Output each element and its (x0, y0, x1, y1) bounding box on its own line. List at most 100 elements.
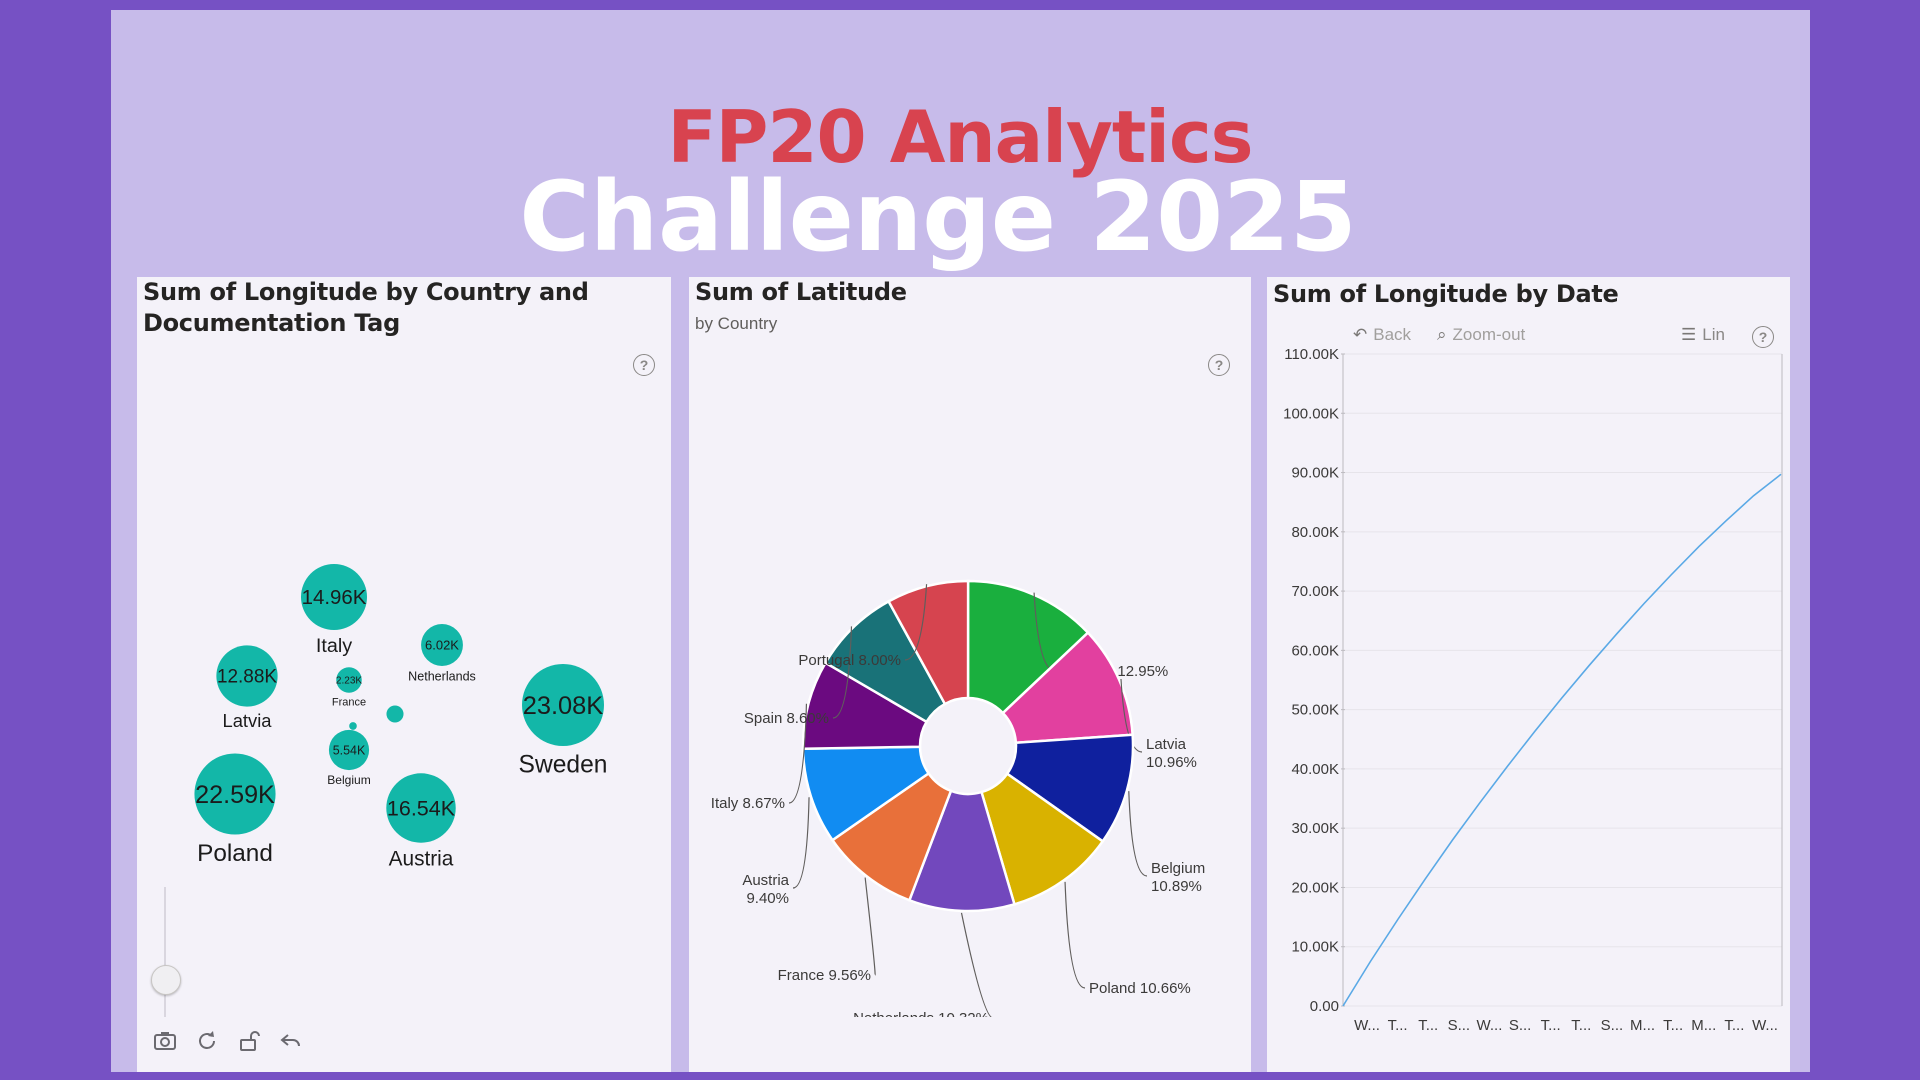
bubble-country-label: Belgium (327, 773, 371, 787)
bubble-country-label: Austria (389, 848, 454, 871)
dashboard-subtitle: Challenge 2025 (519, 161, 1357, 273)
undo-icon[interactable] (277, 1029, 305, 1057)
donut-chart-title: Sum of Latitude (695, 278, 907, 306)
bubble-value-label: 16.54K (387, 797, 456, 821)
y-tick-label: 80.00K (1291, 524, 1339, 541)
slice-percent: 10.96% (1146, 754, 1197, 771)
bubble-country-label: Netherlands (408, 670, 476, 684)
bubble[interactable] (328, 729, 370, 771)
x-tick-label: S... (1601, 1017, 1624, 1034)
x-tick-label: T... (1571, 1017, 1591, 1034)
slice-name: Austria (742, 872, 789, 889)
donut-chart: Sweden 12.95%Latvia10.96%Belgium10.89%Po… (711, 579, 1205, 1017)
donut-leader-line (960, 912, 993, 1017)
bubble[interactable] (194, 753, 276, 835)
y-tick-label: 90.00K (1291, 465, 1339, 482)
bubble-value-label: 14.96K (302, 586, 367, 609)
donut-slice-label: Portugal 8.00% (798, 652, 901, 669)
y-tick-label: 20.00K (1291, 879, 1339, 896)
x-tick-label: T... (1724, 1017, 1744, 1034)
help-circle-icon[interactable]: ? (633, 354, 655, 376)
x-tick-label: W... (1354, 1017, 1380, 1034)
donut-leader-line (864, 877, 876, 976)
camera-icon[interactable] (151, 1029, 179, 1057)
x-tick-label: T... (1388, 1017, 1408, 1034)
bubble-toolbar (151, 1029, 305, 1057)
refresh-icon[interactable] (193, 1029, 221, 1057)
bubble-value-label: 23.08K (523, 692, 604, 720)
unlock-icon[interactable] (235, 1029, 263, 1057)
donut-slice-label: Belgium 10.89% (1151, 860, 1205, 895)
line-chart-panel: Sum of Longitude by Date ↶ Back ⌕ Zoom-out… (1267, 277, 1790, 1072)
bubble[interactable] (522, 664, 604, 746)
bubble[interactable] (216, 645, 278, 707)
x-tick-label: T... (1541, 1017, 1561, 1034)
y-tick-label: 10.00K (1291, 939, 1339, 956)
back-label: Back (1373, 325, 1412, 344)
y-tick-label: 110.00K (1284, 346, 1339, 363)
help-circle-icon[interactable]: ? (1752, 326, 1774, 348)
list-icon: ☰ (1681, 325, 1697, 344)
bubble[interactable] (300, 563, 368, 631)
zoom-slider-handle[interactable] (151, 965, 181, 995)
donut-leader-line (788, 703, 808, 804)
donut-slice[interactable] (1005, 733, 1135, 844)
x-tick-label: W... (1752, 1017, 1778, 1034)
donut-chart-panel: Sum of Latitude by Country ? Sweden 12.9… (689, 277, 1251, 1072)
donut-slice-label: Latvia 10.96% (1146, 736, 1197, 771)
bubble[interactable] (336, 667, 362, 693)
donut-slice[interactable] (966, 579, 1090, 715)
y-tick-label: 0.00 (1310, 998, 1339, 1015)
donut-slice-label: Austria 9.40% (742, 872, 789, 907)
donut-slice[interactable] (886, 579, 970, 706)
bubble-value-label: 2.23K (336, 676, 362, 687)
y-tick-label: 30.00K (1291, 820, 1339, 837)
donut-leader-line (832, 626, 853, 719)
slice-percent: 10.89% (1151, 878, 1202, 895)
donut-leader-line (904, 584, 928, 661)
zoom-out-icon: ⌕ (1437, 325, 1447, 344)
back-button[interactable]: ↶ Back (1353, 325, 1411, 345)
bubble-country-label: Latvia (223, 710, 273, 731)
bubble[interactable] (421, 624, 463, 666)
donut-chart-subtitle: by Country (695, 314, 778, 333)
dashboard-title: FP20 Analytics (667, 95, 1253, 179)
x-tick-label: S... (1448, 1017, 1471, 1034)
line-chart: 0.00 10.00K 20.00K 30.00K 40.00K 50.00K 60.00K… (1283, 346, 1783, 1034)
bubble[interactable] (386, 705, 404, 723)
donut-slice[interactable] (830, 771, 953, 902)
bubble-chart-title: Sum of Longitude by Country and Document… (143, 278, 589, 337)
donut-leader-line (1128, 791, 1148, 877)
bubble-value-label: 22.59K (195, 781, 275, 809)
zoom-out-button[interactable]: ⌕ Zoom-out (1437, 325, 1525, 345)
bubble[interactable] (386, 773, 456, 843)
help-circle-icon[interactable]: ? (1208, 354, 1230, 376)
y-tick-label: 100.00K (1283, 405, 1339, 422)
bubble-chart-panel: Sum of Longitude by Country and Document… (137, 277, 671, 1072)
donut-slice-label: Spain 8.60% (744, 710, 829, 727)
donut-leader-line (792, 797, 810, 889)
line-series[interactable] (1342, 473, 1782, 1007)
bubble-country-label: Poland (197, 840, 273, 867)
x-tick-label: T... (1663, 1017, 1683, 1034)
bubble-value-label: 6.02K (425, 638, 459, 653)
slice-name: Belgium (1151, 860, 1205, 877)
x-tick-label: M... (1691, 1017, 1716, 1034)
scale-toggle-button[interactable]: ☰ Lin (1681, 325, 1725, 345)
bubble-chart: 14.96K Italy 6.02K Netherlands 12.88K Latvia 2… (194, 563, 608, 871)
donut-slice-label: France 9.56% (778, 967, 871, 984)
bubble[interactable] (349, 722, 357, 730)
donut-slice[interactable] (1001, 630, 1134, 745)
bubble-country-label: France (332, 697, 366, 709)
bubble-country-label: Sweden (519, 752, 608, 779)
zoom-slider-track (164, 887, 166, 1017)
donut-leader-line (1064, 881, 1086, 989)
donut-slice-label: Italy 8.67% (711, 795, 785, 812)
donut-slice[interactable] (979, 771, 1105, 906)
slice-name: Latvia (1146, 736, 1187, 753)
bubble-value-label: 5.54K (333, 743, 366, 757)
line-chart-title: Sum of Longitude by Date (1273, 280, 1619, 308)
zoom-out-label: Zoom-out (1452, 325, 1526, 344)
slice-percent: 9.40% (746, 890, 789, 907)
x-tick-label: W... (1477, 1017, 1503, 1034)
